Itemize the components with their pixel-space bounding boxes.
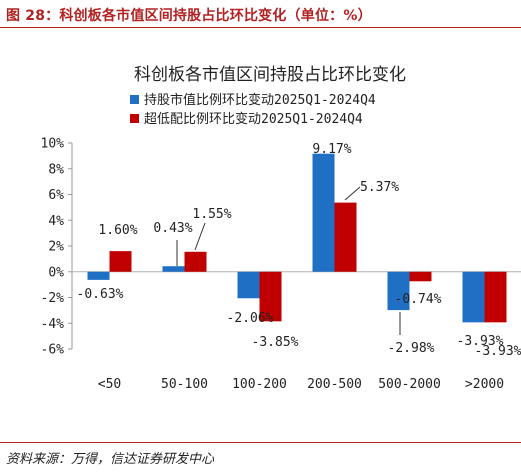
chart-title: 科创板各市值区间持股占比环比变化 (134, 65, 406, 85)
data-label-s2-2: -3.85% (252, 335, 299, 350)
legend-swatch-2 (130, 114, 139, 123)
bar-s2-0 (109, 251, 132, 272)
bar-s1-0 (87, 271, 110, 280)
data-label-s2-0: 1.60% (98, 223, 137, 238)
label-leader-line (344, 186, 361, 201)
y-tick-label: -6% (41, 343, 65, 358)
legend-label-1: 持股市值比例环比变动2025Q1-2024Q4 (144, 92, 376, 108)
y-tick-label: 2% (48, 240, 64, 255)
source-rule (0, 442, 521, 443)
bar-s2-5 (484, 271, 507, 323)
x-tick-label: <50 (98, 377, 121, 392)
bars (87, 153, 507, 323)
legend: 持股市值比例环比变动2025Q1-2024Q4 超低配比例环比变动2025Q1-2… (130, 92, 376, 127)
y-tick-label: -4% (41, 317, 65, 332)
data-label-s2-3: 5.37% (360, 180, 399, 195)
data-label-s1-5: -3.93% (457, 334, 504, 349)
bar-s1-1 (162, 266, 185, 272)
y-tick-label: 6% (48, 188, 64, 203)
data-labels: -0.63% 1.60% 0.43%1.55% -2.06% -3.85% 9.17% 5.… (77, 142, 521, 359)
bar-s2-4 (409, 271, 432, 282)
data-label-s2-1: 1.55% (192, 207, 231, 222)
caption-rule (0, 27, 521, 28)
x-tick-label: 100-200 (232, 377, 287, 392)
bar-s2-1 (184, 251, 207, 272)
data-label-s1-2: -2.06% (227, 311, 274, 326)
bar-s2-3 (334, 202, 357, 272)
legend-label-2: 超低配比例环比变动2025Q1-2024Q4 (144, 111, 363, 127)
y-tick-label: 0% (48, 265, 64, 280)
x-tick-label: >2000 (465, 377, 504, 392)
x-tick-label: 500-2000 (378, 377, 441, 392)
x-tick-label: 200-500 (307, 377, 362, 392)
bar-s1-2 (237, 271, 260, 299)
x-tick-label: 50-100 (161, 377, 208, 392)
axes: 10% 8% 6% 4% 2% 0% -2% -4% -6% <50 50-100 100-200 20… (41, 137, 521, 392)
y-tick-label: -2% (41, 291, 65, 306)
data-label-s1-4: -2.98% (388, 341, 435, 356)
data-label-s2-4: -0.74% (395, 292, 442, 307)
bar-s2-2 (259, 271, 282, 322)
bar-s1-5 (462, 271, 485, 323)
y-tick-label: 8% (48, 162, 64, 177)
data-label-s1-3: 9.17% (312, 142, 351, 157)
bar-s1-3 (312, 153, 335, 272)
label-leader-line (194, 222, 206, 251)
bar-s1-4 (387, 271, 410, 311)
y-tick-label: 4% (48, 214, 64, 229)
data-label-s1-1: 0.43% (153, 221, 192, 236)
data-label-s1-0: -0.63% (77, 287, 124, 302)
y-tick-label: 10% (41, 137, 65, 152)
legend-swatch-1 (130, 95, 139, 104)
figure-caption: 图 28：科创板各市值区间持股占比环比变化（单位：%） (6, 8, 372, 24)
data-label-s2-5: -3.93% (475, 344, 521, 359)
source-note: 资料来源：万得，信达证券研发中心 (6, 452, 215, 467)
